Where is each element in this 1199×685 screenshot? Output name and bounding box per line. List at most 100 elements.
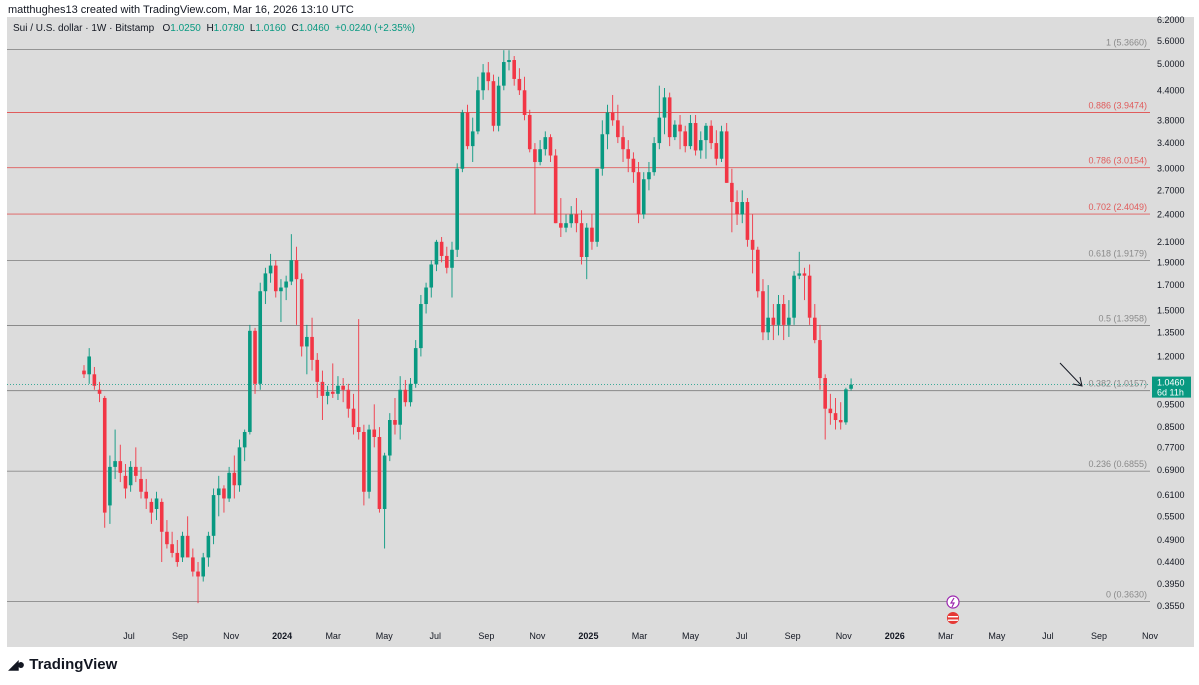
candle-body [678, 124, 682, 132]
fib-label-7: 0.236 (0.6855) [1088, 459, 1147, 469]
candle [372, 404, 377, 448]
candle-body [652, 143, 656, 173]
candle [408, 378, 413, 407]
candle-body [123, 475, 128, 489]
time-tick-label: Nov [836, 631, 853, 641]
candle [507, 50, 511, 71]
candle-body [377, 436, 382, 509]
candle [512, 56, 516, 86]
candle [533, 143, 537, 215]
candle-body [356, 427, 361, 432]
candle-body [299, 279, 304, 347]
candle [781, 294, 786, 341]
candle-body [413, 348, 418, 384]
fib-levels-layer: 1 (5.3660) 0.886 (3.9474) 0.786 (3.0154) 0.… [7, 38, 1150, 602]
price-tick-label: 0.3550 [1157, 601, 1185, 611]
price-tick-label: 3.0000 [1157, 164, 1185, 174]
candle [367, 424, 371, 499]
time-tick-label: Jul [430, 631, 442, 641]
candle [595, 168, 599, 247]
candle [709, 120, 713, 150]
tradingview-logo[interactable]: ◢● TradingView [8, 656, 117, 673]
candle-body [781, 304, 786, 325]
candle [496, 76, 501, 132]
price-tick-label: 1.5000 [1157, 306, 1185, 316]
candle-body [144, 491, 148, 499]
candle [180, 531, 185, 563]
candle [590, 214, 594, 250]
candle [310, 317, 314, 371]
high-label: H [206, 23, 214, 34]
candle-body [476, 90, 480, 132]
time-tick-label: Jul [123, 631, 135, 641]
candle [159, 498, 164, 563]
candle-body [626, 149, 631, 159]
candle-body [792, 275, 796, 318]
close-label: C [291, 23, 299, 34]
candle [279, 279, 283, 322]
candle [341, 378, 345, 403]
candle [502, 50, 506, 91]
candle [450, 241, 454, 298]
time-tick-label: Sep [172, 631, 188, 641]
candle [792, 271, 796, 325]
candle [693, 114, 698, 156]
candle-body [455, 168, 459, 250]
candles-layer [82, 50, 853, 604]
candle [377, 427, 382, 513]
time-tick-label: Sep [1091, 631, 1107, 641]
fib-label-2: 0.786 (3.0154) [1088, 156, 1147, 166]
candle-body [704, 125, 708, 141]
time-tick-label: Mar [938, 631, 954, 641]
candle-body [616, 120, 620, 138]
time-tick-label: 2024 [272, 631, 292, 641]
candle [216, 475, 221, 517]
candle-body [191, 557, 195, 572]
candle-body [175, 552, 180, 563]
price-tick-label: 2.7000 [1157, 185, 1185, 195]
candle [170, 531, 174, 558]
candle [382, 452, 387, 549]
candle-body [159, 501, 164, 532]
price-tick-label: 6.2000 [1157, 15, 1185, 25]
candle-body [667, 97, 672, 138]
candle-body [600, 134, 605, 169]
candle-body [564, 223, 568, 228]
candle-body [755, 249, 760, 292]
candle-body [336, 385, 340, 394]
candle [424, 282, 428, 314]
time-tick-label: 2026 [885, 631, 905, 641]
candle [128, 461, 133, 492]
candle [268, 253, 273, 283]
tradingview-brand-text: TradingView [29, 656, 118, 673]
candle [102, 395, 107, 528]
candle-body [849, 384, 853, 389]
candle [439, 236, 444, 263]
candle-body [330, 391, 335, 394]
candle [222, 485, 226, 513]
candle-body [165, 531, 169, 545]
candle [621, 125, 625, 163]
candle-body [838, 420, 843, 423]
candle-body [227, 472, 231, 499]
candle [263, 267, 268, 305]
candle [569, 206, 574, 228]
candle-body [730, 182, 734, 203]
candle-body [273, 265, 278, 292]
candle-body [735, 202, 739, 215]
candle-body [797, 273, 802, 276]
candle [165, 520, 169, 549]
candle-body [398, 389, 402, 425]
candle-body [403, 389, 408, 403]
candle [579, 210, 584, 265]
candle [419, 294, 423, 357]
candle-body [102, 397, 107, 513]
axes-layer: 6.2000 5.6000 5.0000 4.4000 3.8000 3.4000 3.00… [7, 15, 1191, 641]
candle [351, 393, 356, 435]
candle [823, 374, 827, 440]
candle-body [97, 389, 102, 394]
open-label: O [162, 23, 171, 34]
chart-panel[interactable] [7, 17, 1194, 647]
candle-body [693, 123, 698, 151]
